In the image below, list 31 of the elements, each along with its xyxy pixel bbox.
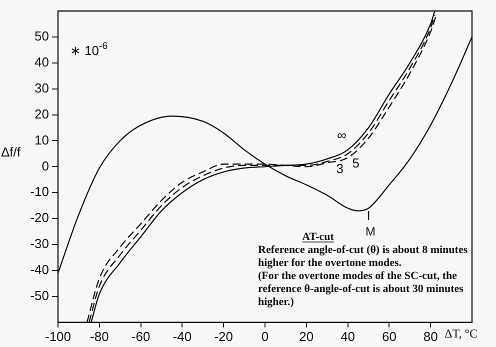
x-tick-label: 40 xyxy=(340,328,356,344)
annotation: M xyxy=(366,224,376,239)
x-tick-label: -40 xyxy=(172,328,192,344)
series-label: 5 xyxy=(352,155,360,170)
y-axis-title: Δf/f xyxy=(1,144,21,160)
y-tick-label: -30 xyxy=(30,236,49,252)
annotation: AT-cut xyxy=(302,231,334,243)
x-tick-label: -20 xyxy=(214,328,233,344)
y-tick-label: -50 xyxy=(30,288,49,304)
y-tick-label: -20 xyxy=(30,210,49,226)
x-tick-label: 0 xyxy=(261,328,269,344)
y-tick-label: -10 xyxy=(30,184,49,200)
x-tick-label: 20 xyxy=(299,328,314,344)
y-tick-label: -40 xyxy=(30,262,49,278)
y-tick-label: 10 xyxy=(34,132,49,148)
series-label: I xyxy=(366,208,370,223)
x-tick-label: -60 xyxy=(131,328,150,344)
annotation: Reference angle-of-cut (θ) is about 8 minutes higher for the overtone modes. xyxy=(258,244,468,269)
x-tick-label: -80 xyxy=(90,328,109,344)
y-tick-label: 30 xyxy=(34,80,49,96)
y-tick-label: 40 xyxy=(34,54,49,70)
series-label: 3 xyxy=(336,161,344,176)
x-tick-label: 80 xyxy=(423,328,438,344)
series-label: ∞ xyxy=(337,127,346,142)
y-tick-label: 0 xyxy=(42,158,49,174)
x-tick-label: 60 xyxy=(382,328,396,344)
y-tick-label: 50 xyxy=(34,28,49,44)
x-axis-title: ΔT, °C xyxy=(444,326,478,341)
annotation: (For the overtone modes of the SC-cut, the reference θ-angle-of-cut is about 30 minutes higher.) xyxy=(258,270,464,308)
x-tick-label: -100 xyxy=(44,328,72,344)
y-tick-label: 20 xyxy=(34,106,49,122)
